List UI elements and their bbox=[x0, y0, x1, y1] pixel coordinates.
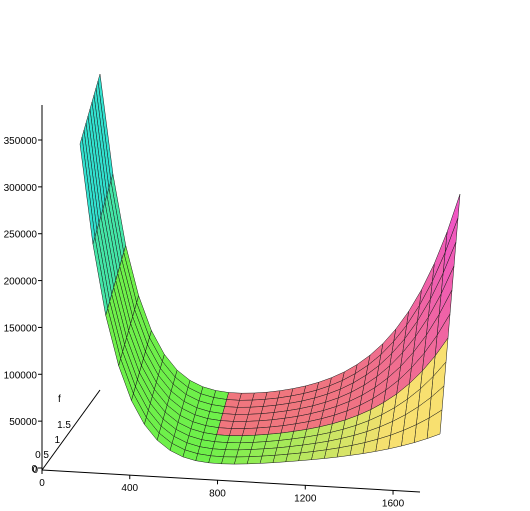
z-tick-label: 250000 bbox=[4, 230, 38, 241]
x-tick-label: 1200 bbox=[294, 493, 317, 504]
z-tick-label: 100000 bbox=[4, 370, 38, 381]
surface-facet bbox=[221, 456, 237, 465]
surface-facet bbox=[252, 434, 269, 443]
surface-facet bbox=[254, 426, 271, 436]
surface-facet bbox=[231, 421, 247, 429]
f-tick-label: 0 bbox=[32, 465, 38, 476]
surface-facet bbox=[226, 392, 242, 401]
surface-mesh bbox=[79, 73, 461, 465]
f-tick-label: 1.5 bbox=[57, 420, 71, 431]
surface-facet bbox=[235, 449, 252, 458]
surface-facet bbox=[225, 442, 241, 451]
f-axis-label: f bbox=[58, 394, 61, 405]
surface-facet bbox=[216, 427, 232, 436]
surface-facet bbox=[233, 456, 250, 465]
f-axis-line bbox=[41, 389, 101, 471]
surface-facet bbox=[243, 420, 260, 429]
surface-facet bbox=[222, 406, 238, 415]
surface-facet bbox=[223, 449, 239, 458]
surface-facet bbox=[214, 434, 230, 443]
surface-facet bbox=[229, 428, 245, 436]
z-tick-label: 350000 bbox=[4, 136, 38, 147]
x-tick-label: 400 bbox=[121, 483, 138, 494]
f-tick-label: 0.5 bbox=[35, 450, 49, 461]
surface-facet bbox=[239, 392, 255, 401]
x-tick-label: 1600 bbox=[382, 499, 405, 510]
f-axis-ticks: 0 0.5 1 1.5 bbox=[32, 420, 71, 476]
surface-facet bbox=[235, 406, 251, 415]
z-axis-ticks: 0 50000 100000 150000 200000 250000 300000 3500… bbox=[4, 136, 42, 475]
z-tick-label: 0 bbox=[31, 464, 37, 475]
surface-facet bbox=[248, 448, 265, 457]
x-axis-ticks: 0 400 800 1200 1600 bbox=[39, 470, 405, 510]
surface-facet bbox=[261, 447, 278, 457]
surface-facet bbox=[227, 435, 243, 444]
surface-facet bbox=[224, 399, 240, 408]
surface-facet bbox=[250, 441, 267, 450]
axes bbox=[41, 105, 421, 493]
surface-facet bbox=[251, 391, 268, 401]
surface-facet bbox=[272, 453, 289, 463]
surface-facet bbox=[246, 455, 263, 465]
surface-facet bbox=[237, 399, 253, 408]
surface-facet bbox=[218, 420, 234, 429]
surface-facet bbox=[249, 399, 266, 408]
surface-facet bbox=[239, 434, 256, 444]
surface-facet bbox=[208, 455, 224, 465]
z-tick-label: 300000 bbox=[4, 183, 38, 194]
x-axis-line bbox=[41, 469, 421, 493]
surface-facet bbox=[220, 413, 236, 422]
surface-facet bbox=[263, 440, 280, 450]
surface-facet bbox=[212, 441, 228, 450]
x-tick-label: 800 bbox=[209, 488, 226, 499]
surface-facet bbox=[233, 414, 249, 422]
f-tick-label: 1 bbox=[54, 435, 60, 446]
z-tick-label: 150000 bbox=[4, 323, 38, 334]
surface-facet bbox=[241, 427, 258, 436]
z-tick-label: 50000 bbox=[9, 417, 37, 428]
x-tick-label: 0 bbox=[39, 478, 45, 489]
surface-facet bbox=[247, 406, 264, 415]
surface-facet bbox=[210, 448, 226, 458]
surface-facet bbox=[245, 413, 262, 422]
surface-facet bbox=[79, 136, 96, 244]
surface-facet bbox=[237, 442, 254, 451]
surface-facet bbox=[285, 452, 301, 463]
surface-facet bbox=[259, 455, 276, 464]
z-tick-label: 200000 bbox=[4, 277, 38, 288]
